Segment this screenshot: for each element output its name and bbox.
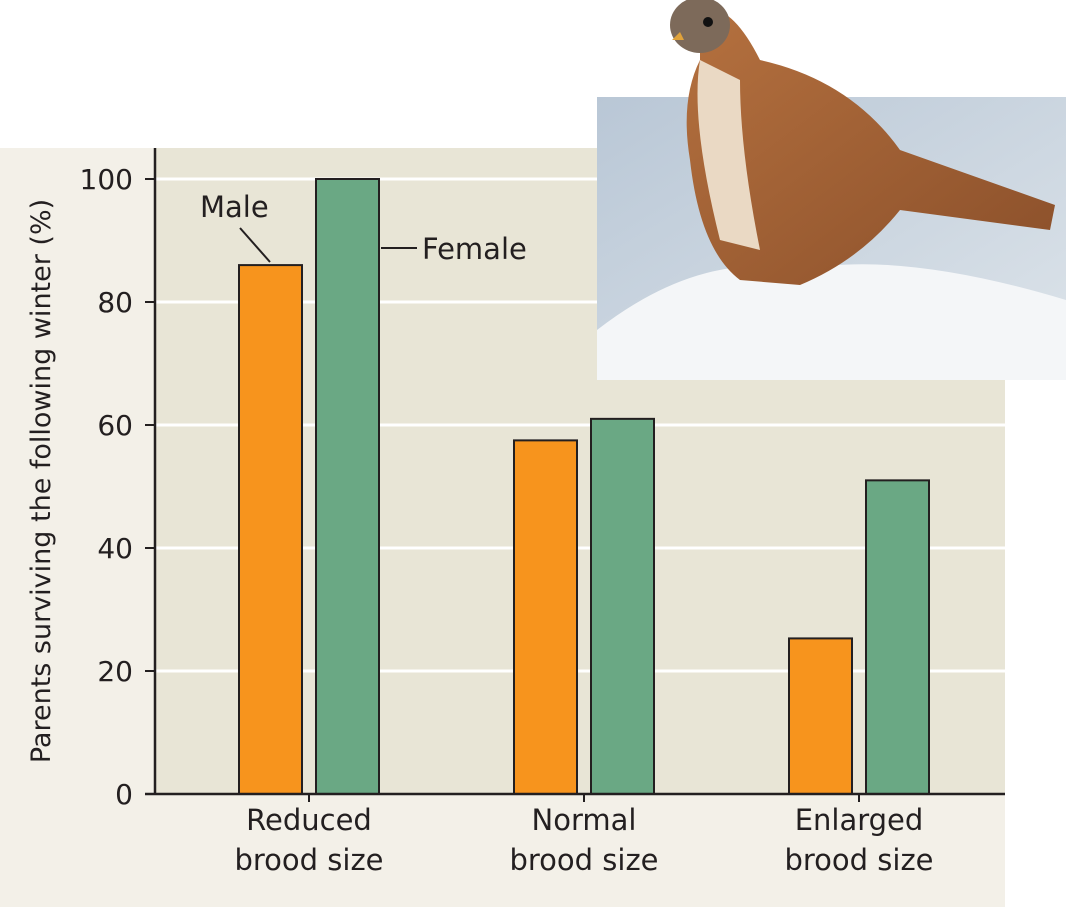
x-tick-label: brood size: [509, 843, 658, 877]
legend-label-female: Female: [422, 232, 527, 266]
kestrel-body: [686, 8, 1055, 286]
bar-male: [238, 264, 303, 796]
y-tick-label: 100: [80, 163, 133, 196]
kestrel-beak: [672, 32, 684, 40]
bar-female: [315, 178, 380, 795]
x-tick-label: Normal: [532, 803, 637, 837]
bar-female: [590, 417, 655, 795]
bar-male: [788, 637, 853, 796]
kestrel-head: [670, 0, 730, 53]
legend-leader-male: [239, 227, 271, 263]
kestrel-photo: [597, 0, 1066, 380]
legend-label-male: Male: [200, 190, 269, 224]
y-tick-label: 80: [97, 286, 133, 319]
y-axis-label: Parents surviving the following winter (…: [26, 199, 57, 763]
y-tick-label: 40: [97, 532, 133, 565]
bar-female: [865, 479, 930, 795]
x-tick-label: brood size: [234, 843, 383, 877]
snow: [597, 264, 1066, 380]
kestrel-eye: [703, 17, 713, 27]
kestrel-breast: [697, 60, 760, 250]
y-tick-label: 0: [115, 778, 133, 811]
x-tick-label: Reduced: [246, 803, 372, 837]
bar-male: [513, 439, 578, 795]
y-tick-label: 60: [97, 409, 133, 442]
y-tick-label: 20: [97, 655, 133, 688]
x-tick-label: brood size: [784, 843, 933, 877]
x-tick-label: Enlarged: [795, 803, 924, 837]
